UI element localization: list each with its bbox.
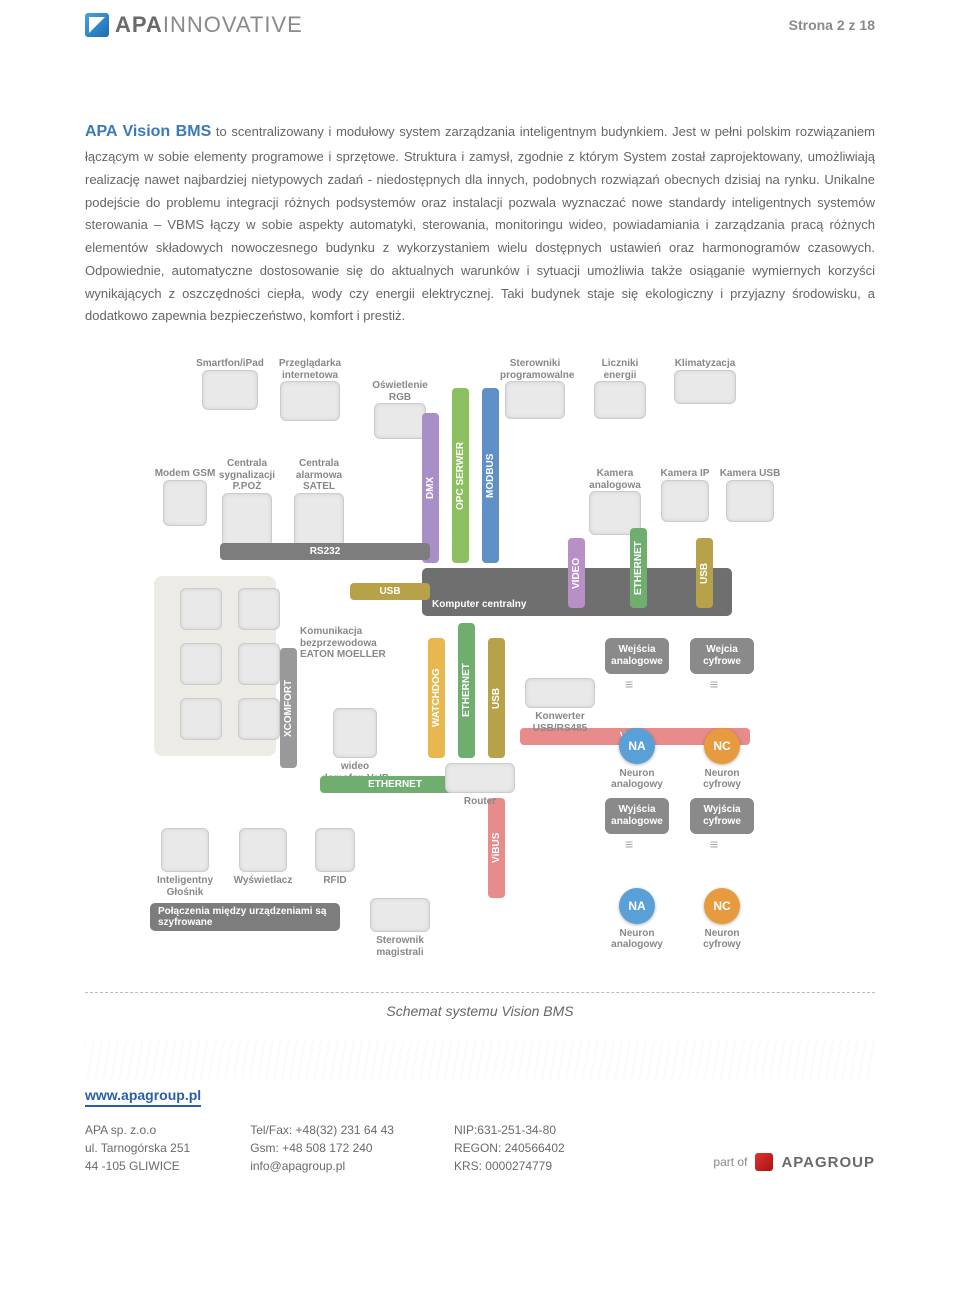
logo-text: APAINNOVATIVE xyxy=(115,12,303,38)
diagram-node-ppoz: Centrala sygnalizacji P.POŻ xyxy=(212,458,282,550)
node-label: Kamera analogowa xyxy=(580,468,650,491)
footer-line: APA sp. z.o.o xyxy=(85,1121,190,1139)
bus-dmx: DMX xyxy=(422,413,439,563)
diagram-node-plug xyxy=(224,588,294,633)
system-diagram: Smartfon/iPad Przeglądarka internetowa O… xyxy=(85,358,875,1019)
logo-main: APA xyxy=(115,12,163,37)
group-logo-icon xyxy=(755,1153,773,1171)
bus-opc: OPC SERWER xyxy=(452,388,469,563)
io-conn-icon: ≡ xyxy=(625,676,633,692)
diagram-node-modem: Modem GSM xyxy=(150,468,220,529)
neuron-na2: NA xyxy=(619,888,655,924)
diagram-node-undefined: wideo domofon VoIP xyxy=(320,708,390,784)
io-in_d: Wejcia cyfrowe xyxy=(690,638,754,674)
node-label: Kamera USB xyxy=(715,468,785,480)
diagram-node-plc: Sterowniki programowalne xyxy=(500,358,570,422)
node-label: Oświetlenie RGB xyxy=(365,380,435,403)
node-label: Smartfon/iPad xyxy=(195,358,265,370)
logo-icon xyxy=(85,13,109,37)
node-label: Wyświetlacz xyxy=(228,875,298,887)
diagram-node-rfid: RFID xyxy=(300,828,370,887)
node-label: Centrala sygnalizacji P.POŻ xyxy=(212,458,282,493)
brand-logo: APAINNOVATIVE xyxy=(85,12,303,38)
diagram-node-browser: Przeglądarka internetowa xyxy=(275,358,345,424)
diagram-node-liczniki: Liczniki energii xyxy=(585,358,655,422)
bus-ethernet_v: ETHERNET xyxy=(630,528,647,608)
device-router: Router xyxy=(440,763,520,808)
node-label: Liczniki energii xyxy=(585,358,655,381)
footer-line: info@apagroup.pl xyxy=(250,1157,394,1175)
left-panel-label: Komunikacja bezprzewodowa EATON MOELLER xyxy=(300,626,410,661)
bus-vibus_v: ViBUS xyxy=(488,798,505,898)
node-label: Kamera IP xyxy=(650,468,720,480)
partof-label: part of xyxy=(713,1155,747,1169)
footer-line: ul. Tarnogórska 251 xyxy=(85,1139,190,1157)
footer-line: Tel/Fax: +48(32) 231 64 43 xyxy=(250,1121,394,1139)
footer-col-contact: Tel/Fax: +48(32) 231 64 43 Gsm: +48 508 … xyxy=(250,1121,394,1175)
bus-ethernet2: ETHERNET xyxy=(458,623,475,758)
bus-rs232: RS232 xyxy=(220,543,430,560)
node-label: Klimatyzacja xyxy=(670,358,740,370)
diagram-node-kam_usb: Kamera USB xyxy=(715,468,785,525)
footer-line: NIP:631-251-34-80 xyxy=(454,1121,565,1139)
device-sterownik: Sterownik magistrali xyxy=(360,898,440,958)
encrypted-note: Połączenia między urządzeniami są szyfro… xyxy=(150,903,340,931)
node-label: Inteligentny Głośnik xyxy=(150,875,220,898)
diagram-node-klima: Klimatyzacja xyxy=(670,358,740,407)
node-label: RFID xyxy=(300,875,370,887)
diagram-caption: Schemat systemu Vision BMS xyxy=(85,992,875,1019)
node-label: Modem GSM xyxy=(150,468,220,480)
neuron-label-nc2: Neuron cyfrowy xyxy=(690,928,754,950)
footer-line: Gsm: +48 508 172 240 xyxy=(250,1139,394,1157)
neuron-label-na2: Neuron analogowy xyxy=(605,928,669,950)
footer-line: KRS: 0000274779 xyxy=(454,1157,565,1175)
io-out_d: Wyjścia cyfrowe xyxy=(690,798,754,834)
node-label: Przeglądarka internetowa xyxy=(275,358,345,381)
neuron-nc2: NC xyxy=(704,888,740,924)
node-label: Sterowniki programowalne xyxy=(500,358,570,381)
neuron-label-na1: Neuron analogowy xyxy=(605,768,669,790)
io-conn-icon: ≡ xyxy=(710,676,718,692)
neuron-label-nc1: Neuron cyfrowy xyxy=(690,768,754,790)
io-out_a: Wyjścia analogowe xyxy=(605,798,669,834)
io-conn-icon: ≡ xyxy=(710,836,718,852)
bus-usb_h: USB xyxy=(350,583,430,600)
bus-xcomfort: XCOMFORT xyxy=(280,648,297,768)
diagram-node-kam_ip: Kamera IP xyxy=(650,468,720,525)
neuron-na1: NA xyxy=(619,728,655,764)
footer-col-address: APA sp. z.o.o ul. Tarnogórska 251 44 -10… xyxy=(85,1121,190,1175)
paragraph-text: to scentralizowany i modułowy system zar… xyxy=(85,124,875,323)
paragraph-title: APA Vision BMS xyxy=(85,123,211,140)
page-header: APAINNOVATIVE Strona 2 z 18 xyxy=(85,0,875,48)
io-conn-icon: ≡ xyxy=(625,836,633,852)
footer-col-ids: NIP:631-251-34-80 REGON: 240566402 KRS: … xyxy=(454,1121,565,1175)
footer-url[interactable]: www.apagroup.pl xyxy=(85,1087,201,1107)
io-in_a: Wejścia analogowe xyxy=(605,638,669,674)
decorative-wave xyxy=(85,1039,875,1079)
bus-usb_v: USB xyxy=(696,538,713,608)
device-konwerter: Konwerter USB/RS485 xyxy=(520,678,600,734)
diagram-node-smartfon: Smartfon/iPad xyxy=(195,358,265,413)
neuron-nc1: NC xyxy=(704,728,740,764)
partof-brand: APAGROUP xyxy=(781,1154,875,1171)
page-indicator: Strona 2 z 18 xyxy=(789,17,875,33)
bus-usb2: USB xyxy=(488,638,505,758)
node-label: Centrala alarmowa SATEL xyxy=(284,458,354,493)
logo-sub: INNOVATIVE xyxy=(163,12,303,37)
part-of-badge: part of APAGROUP xyxy=(713,1153,875,1171)
footer-line: REGON: 240566402 xyxy=(454,1139,565,1157)
diagram-node-speaker: Inteligentny Głośnik xyxy=(150,828,220,898)
diagram-node-satel: Centrala alarmowa SATEL xyxy=(284,458,354,550)
bus-video: VIDEO xyxy=(568,538,585,608)
diagram-node-display: Wyświetlacz xyxy=(228,828,298,887)
footer-line: 44 -105 GLIWICE xyxy=(85,1157,190,1175)
bus-watchdog: WATCHDOG xyxy=(428,638,445,758)
intro-paragraph: APA Vision BMS to scentralizowany i modu… xyxy=(85,118,875,328)
bus-modbus: MODBUS xyxy=(482,388,499,563)
